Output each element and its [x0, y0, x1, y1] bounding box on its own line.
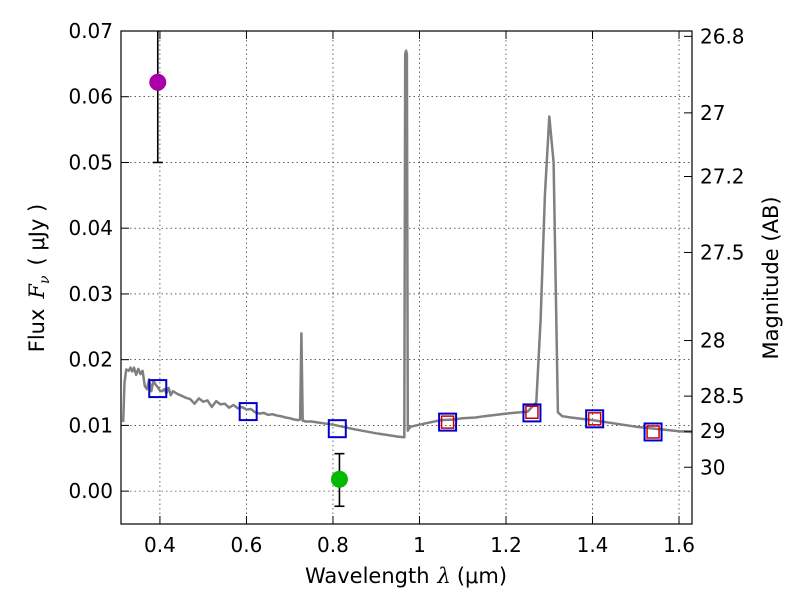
x-tick-label: 0.4 [144, 533, 176, 557]
plot-area [121, 31, 693, 508]
model-photometry-marker [643, 422, 663, 442]
y-axis-title: FluxFν( μJy ) [25, 204, 53, 352]
x-tick-label: 1.6 [663, 533, 695, 557]
y-tick-label: 0.07 [68, 19, 113, 43]
magnitude-tick-label: 28.5 [700, 384, 745, 408]
y-tick-label: 0.04 [68, 216, 113, 240]
y-tick-label: 0.02 [68, 348, 113, 372]
observed-photometry-marker [646, 425, 660, 439]
y-tick-label: 0.01 [68, 413, 113, 437]
x-tick-label: 1 [413, 533, 426, 557]
observation-point [330, 470, 348, 488]
observed-photometry-marker [440, 415, 455, 429]
magnitude-tick-label: 27 [700, 101, 725, 125]
y-tick-label: 0.00 [68, 479, 113, 503]
model-photometry-marker [148, 379, 168, 399]
x-tick-label: 1.4 [577, 533, 609, 557]
y-tick-label: 0.05 [68, 150, 113, 174]
magnitude-tick-label: 26.8 [700, 24, 745, 48]
observation-point [149, 73, 167, 91]
magnitude-axis: 26.8 27 27.2 27.5 28 28.5 29 30 [684, 24, 745, 479]
x-tick-label: 0.8 [317, 533, 349, 557]
y-tick-label: 0.06 [68, 85, 113, 109]
x-axis: 0.4 0.6 0.8 1 1.2 1.4 1.6 [144, 31, 695, 557]
grid [121, 30, 692, 524]
x-tick-label: 1.2 [490, 533, 522, 557]
observed-photometry-marker [587, 412, 602, 426]
magnitude-tick-label: 29 [700, 419, 725, 443]
model-photometry-marker [438, 412, 458, 432]
model-photometry-marker [327, 419, 347, 439]
y-axis: 0.00 0.01 0.02 0.03 0.04 0.05 0.06 0.07 [68, 19, 129, 503]
magnitude-tick-label: 30 [700, 455, 725, 479]
observed-photometry-marker [525, 405, 539, 420]
magnitude-axis-title: Magnitude (AB) [759, 196, 783, 359]
x-axis-title: Wavelength λ (μm) [305, 564, 507, 588]
magnitude-tick-label: 27.2 [700, 164, 745, 188]
y-tick-label: 0.03 [68, 282, 113, 306]
model-spectrum-line [121, 49, 693, 439]
plot-frame [120, 30, 693, 525]
model-photometry-marker [585, 409, 605, 429]
magnitude-tick-label: 27.5 [700, 240, 745, 264]
x-tick-label: 0.6 [231, 533, 263, 557]
model-photometry-marker [522, 403, 542, 423]
model-photometry-marker [238, 402, 258, 422]
magnitude-tick-label: 28 [700, 329, 725, 353]
